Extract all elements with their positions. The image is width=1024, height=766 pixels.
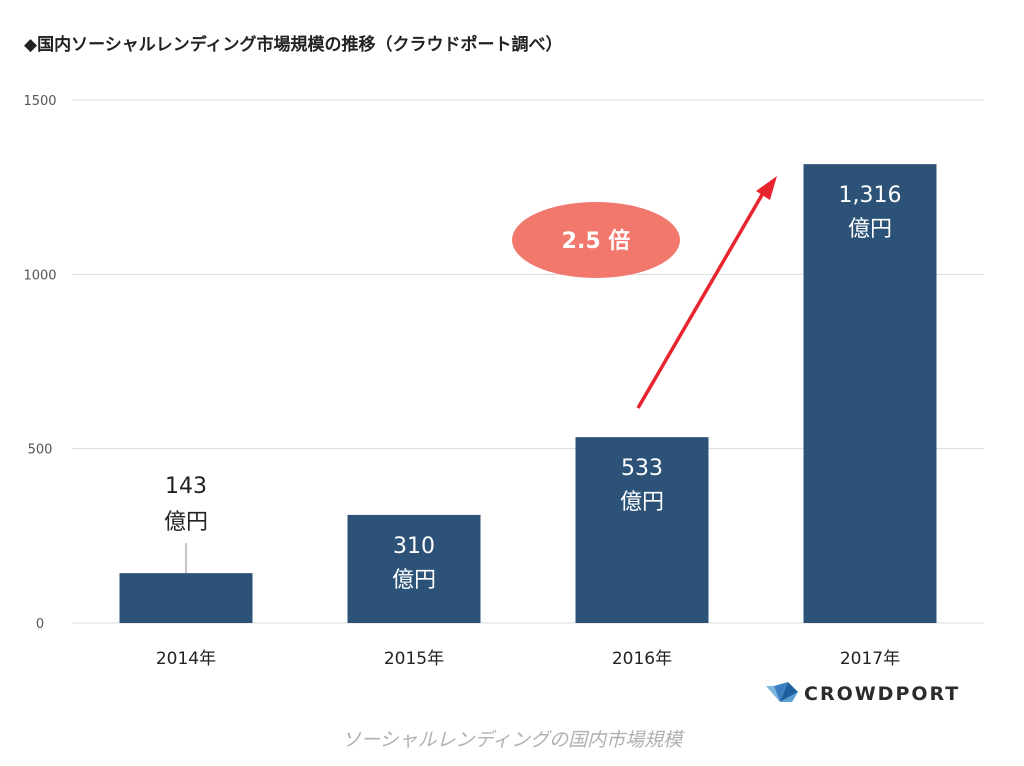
- brand-logo: CROWDPORT: [766, 682, 960, 705]
- brand-name: CROWDPORT: [804, 683, 960, 705]
- data-label-unit: 億円: [848, 217, 892, 242]
- x-category-label: 2017年: [840, 649, 900, 669]
- data-label-value: 310: [393, 534, 435, 559]
- figure-caption: ソーシャルレンディングの国内市場規模: [342, 729, 685, 751]
- growth-badge-label: 2.5 倍: [562, 228, 631, 254]
- y-tick-label: 1500: [23, 94, 56, 109]
- growth-arrow-head: [756, 176, 777, 200]
- bar: [575, 437, 709, 623]
- growth-arrow: [636, 187, 768, 409]
- growth-annotation: 2.5 倍: [512, 176, 777, 409]
- x-category-label: 2014年: [156, 649, 216, 669]
- bar: [347, 514, 481, 623]
- data-label-value: 533: [621, 456, 663, 481]
- y-axis-ticks: 0 500 1000 1500: [23, 94, 56, 632]
- data-label-value: 1,316: [839, 183, 902, 208]
- bars: [119, 164, 937, 623]
- growth-badge: [512, 202, 680, 278]
- x-axis-categories: 2014年 2015年 2016年 2017年: [156, 649, 900, 669]
- data-label-unit: 億円: [620, 490, 664, 515]
- bar: [803, 164, 937, 623]
- x-category-label: 2015年: [384, 649, 444, 669]
- x-category-label: 2016年: [612, 649, 672, 669]
- y-tick-label: 500: [28, 443, 53, 458]
- data-label-unit: 億円: [392, 568, 436, 593]
- data-label-value: 143: [165, 474, 207, 499]
- chart-title: ◆国内ソーシャルレンディング市場規模の推移（クラウドポート調べ）: [24, 34, 563, 55]
- bird-logo-icon: [766, 682, 798, 702]
- data-label-unit: 億円: [164, 510, 208, 535]
- y-tick-label: 0: [36, 617, 44, 632]
- bar: [119, 573, 253, 623]
- data-labels: 143 億円 310 億円 533 億円 1,316 億円: [164, 183, 902, 593]
- y-tick-label: 1000: [23, 268, 56, 283]
